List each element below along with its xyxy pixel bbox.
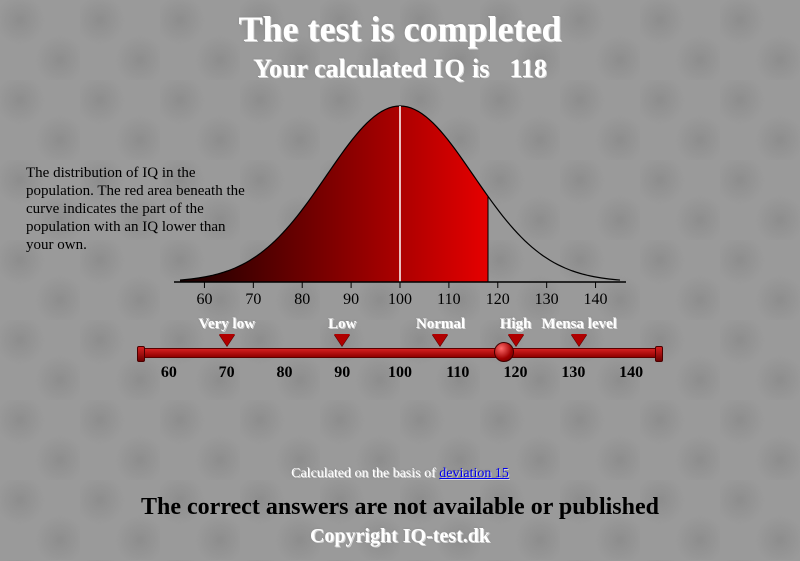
calc-note-prefix: Calculated on the basis of xyxy=(291,466,439,481)
scale-tick-label: 130 xyxy=(561,364,585,382)
triangle-down-icon xyxy=(571,334,587,346)
scale-tick-label: 110 xyxy=(446,364,469,382)
calculation-note: Calculated on the basis of deviation 15 xyxy=(0,466,800,482)
footer-line-2: Copyright IQ-test.dk xyxy=(0,525,800,548)
axis-tick-label: 100 xyxy=(388,291,412,308)
score-marker xyxy=(494,342,514,362)
scale-category-label: Normal xyxy=(416,316,465,333)
category-scale: Very low Low Normal High Mensa level 60 70 80 9… xyxy=(130,316,670,394)
subtitle-is: is xyxy=(466,54,490,83)
scale-tick-label: 140 xyxy=(619,364,643,382)
scale-tick-label: 80 xyxy=(276,364,292,382)
scale-bar xyxy=(140,348,660,358)
axis-tick-label: 120 xyxy=(486,291,510,308)
axis-tick-label: 60 xyxy=(196,291,212,308)
scale-category-label: Very low xyxy=(198,316,255,333)
iq-value: 118 xyxy=(509,54,547,83)
scale-tick-label: 120 xyxy=(504,364,528,382)
scale-tick-label: 70 xyxy=(219,364,235,382)
axis-tick-label: 80 xyxy=(294,291,310,308)
chart-region: The distribution of IQ in the population… xyxy=(20,92,780,312)
scale-tick-label: 90 xyxy=(334,364,350,382)
triangle-down-icon xyxy=(432,334,448,346)
axis-tick-label: 130 xyxy=(535,291,559,308)
scale-category-label: Mensa level xyxy=(541,316,616,333)
triangle-down-icon xyxy=(334,334,350,346)
iq-label: IQ xyxy=(433,54,465,83)
scale-category-label: Low xyxy=(328,316,356,333)
subtitle-prefix: Your calculated xyxy=(253,54,433,83)
scale-tick-label: 60 xyxy=(161,364,177,382)
axis-tick-label: 70 xyxy=(245,291,261,308)
footer-line-1: The correct answers are not available or… xyxy=(0,494,800,521)
scale-tick-label: 100 xyxy=(388,364,412,382)
axis-tick-label: 110 xyxy=(437,291,460,308)
triangle-down-icon xyxy=(219,334,235,346)
scale-category-label: High xyxy=(500,316,532,333)
axis-tick-label: 90 xyxy=(343,291,359,308)
axis-tick-label: 140 xyxy=(584,291,608,308)
subtitle: Your calculated IQ is 118 xyxy=(0,54,800,84)
chart-description: The distribution of IQ in the population… xyxy=(26,164,256,254)
deviation-link[interactable]: deviation 15 xyxy=(439,466,509,481)
page-title: The test is completed xyxy=(0,8,800,50)
